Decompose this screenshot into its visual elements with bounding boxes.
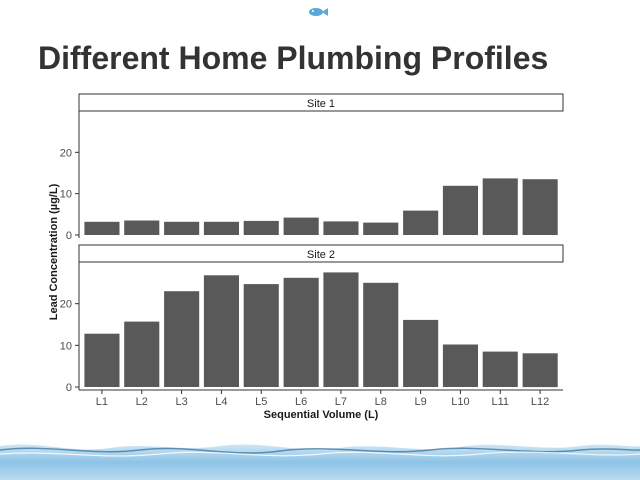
x-tick-label-l5: L5 xyxy=(255,396,267,408)
x-tick-label-l8: L8 xyxy=(375,396,387,408)
y-tick-label: 0 xyxy=(66,382,72,394)
bar-site-1-l6 xyxy=(283,217,319,235)
x-tick-label-l4: L4 xyxy=(215,396,227,408)
bar-site-1-l10 xyxy=(442,185,478,235)
x-tick-label-l10: L10 xyxy=(451,396,469,408)
slide-title: Different Home Plumbing Profiles xyxy=(38,40,549,76)
x-tick-label-l2: L2 xyxy=(136,396,148,408)
x-tick-label-l12: L12 xyxy=(531,396,549,408)
bar-site-2-l1 xyxy=(84,333,120,387)
bar-site-2-l7 xyxy=(323,272,359,387)
bar-site-2-l4 xyxy=(203,275,239,387)
fish-logo-icon xyxy=(309,8,328,16)
bar-site-2-l6 xyxy=(283,277,319,387)
facet-label-site-2: Site 2 xyxy=(307,249,335,261)
y-tick-label: 10 xyxy=(60,340,72,352)
facet-label-site-1: Site 1 xyxy=(307,98,335,110)
facet-strip-site-2 xyxy=(78,244,564,263)
x-tick-label-l11: L11 xyxy=(491,396,509,408)
bar-site-1-l5 xyxy=(243,220,279,235)
bar-site-1-l11 xyxy=(482,178,518,235)
bar-site-1-l3 xyxy=(164,221,200,235)
faceted-bar-chart: Site 1 Site 2 Lead Concentration (µg/L) … xyxy=(48,93,564,421)
x-tick-label-l3: L3 xyxy=(175,396,187,408)
bar-site-2-l8 xyxy=(363,282,399,387)
bar-site-1-l12 xyxy=(522,179,558,235)
facet-strip-site-1 xyxy=(78,93,564,112)
bar-site-2-l12 xyxy=(522,353,558,388)
water-splash-decoration xyxy=(0,444,640,480)
y-axis-title: Lead Concentration (µg/L) xyxy=(48,183,60,320)
x-axis-title: Sequential Volume (L) xyxy=(264,409,379,421)
bar-site-1-l9 xyxy=(403,210,439,235)
bar-site-2-l2 xyxy=(124,321,160,387)
bar-site-1-l4 xyxy=(203,221,239,235)
bar-site-1-l1 xyxy=(84,221,120,235)
y-tick-label: 10 xyxy=(60,189,72,201)
bar-site-1-l8 xyxy=(363,222,399,235)
bar-site-2-l11 xyxy=(482,351,518,387)
x-tick-label-l6: L6 xyxy=(295,396,307,408)
bar-site-2-l10 xyxy=(442,344,478,387)
y-tick-label: 20 xyxy=(60,299,72,311)
bar-site-2-l5 xyxy=(243,284,279,387)
x-tick-label-l1: L1 xyxy=(96,396,108,408)
x-tick-label-l9: L9 xyxy=(414,396,426,408)
bar-site-2-l9 xyxy=(403,319,439,387)
bar-site-1-l7 xyxy=(323,221,359,235)
x-tick-label-l7: L7 xyxy=(335,396,347,408)
bar-site-1-l2 xyxy=(124,220,160,235)
y-tick-label: 0 xyxy=(66,230,72,242)
y-tick-label: 20 xyxy=(60,147,72,159)
bar-site-2-l3 xyxy=(164,291,200,387)
